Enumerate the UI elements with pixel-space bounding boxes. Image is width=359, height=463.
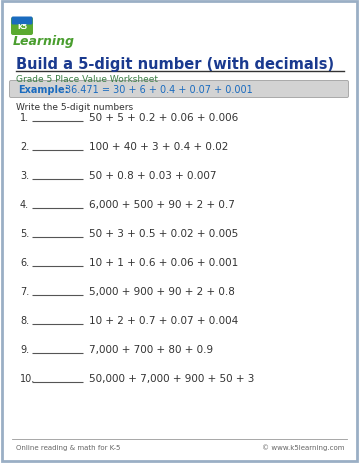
Text: 50 + 5 + 0.2 + 0.06 + 0.006: 50 + 5 + 0.2 + 0.06 + 0.006	[89, 113, 238, 123]
FancyBboxPatch shape	[11, 18, 33, 25]
Text: Online reading & math for K-5: Online reading & math for K-5	[16, 444, 120, 450]
FancyBboxPatch shape	[9, 81, 349, 98]
Text: 10 + 2 + 0.7 + 0.07 + 0.004: 10 + 2 + 0.7 + 0.07 + 0.004	[89, 315, 238, 325]
Text: 50 + 0.8 + 0.03 + 0.007: 50 + 0.8 + 0.03 + 0.007	[89, 171, 216, 181]
Text: K5: K5	[17, 24, 27, 30]
Text: 2.: 2.	[20, 142, 29, 152]
Text: 50,000 + 7,000 + 900 + 50 + 3: 50,000 + 7,000 + 900 + 50 + 3	[89, 373, 255, 383]
Text: 10 + 1 + 0.6 + 0.06 + 0.001: 10 + 1 + 0.6 + 0.06 + 0.001	[89, 257, 238, 268]
Text: 50 + 3 + 0.5 + 0.02 + 0.005: 50 + 3 + 0.5 + 0.02 + 0.005	[89, 229, 238, 238]
Text: 3.: 3.	[20, 171, 29, 181]
Text: 4.: 4.	[20, 200, 29, 210]
Text: 36.471 = 30 + 6 + 0.4 + 0.07 + 0.001: 36.471 = 30 + 6 + 0.4 + 0.07 + 0.001	[65, 85, 253, 95]
Text: Example:: Example:	[18, 85, 69, 95]
Text: 5.: 5.	[20, 229, 29, 238]
Text: 7.: 7.	[20, 287, 29, 296]
Text: Build a 5-digit number (with decimals): Build a 5-digit number (with decimals)	[16, 56, 334, 71]
FancyBboxPatch shape	[11, 18, 33, 36]
Text: 6.: 6.	[20, 257, 29, 268]
Text: 6,000 + 500 + 90 + 2 + 0.7: 6,000 + 500 + 90 + 2 + 0.7	[89, 200, 235, 210]
Text: 1.: 1.	[20, 113, 29, 123]
Text: 5,000 + 900 + 90 + 2 + 0.8: 5,000 + 900 + 90 + 2 + 0.8	[89, 287, 235, 296]
Text: 8.: 8.	[20, 315, 29, 325]
Text: Learning: Learning	[13, 34, 75, 47]
Text: Write the 5-digit numbers: Write the 5-digit numbers	[16, 102, 133, 111]
Text: 9.: 9.	[20, 344, 29, 354]
Text: © www.k5learning.com: © www.k5learning.com	[261, 444, 344, 450]
Text: 10.: 10.	[20, 373, 35, 383]
Text: 7,000 + 700 + 80 + 0.9: 7,000 + 700 + 80 + 0.9	[89, 344, 213, 354]
Text: Grade 5 Place Value Worksheet: Grade 5 Place Value Worksheet	[16, 75, 158, 84]
Text: 100 + 40 + 3 + 0.4 + 0.02: 100 + 40 + 3 + 0.4 + 0.02	[89, 142, 228, 152]
